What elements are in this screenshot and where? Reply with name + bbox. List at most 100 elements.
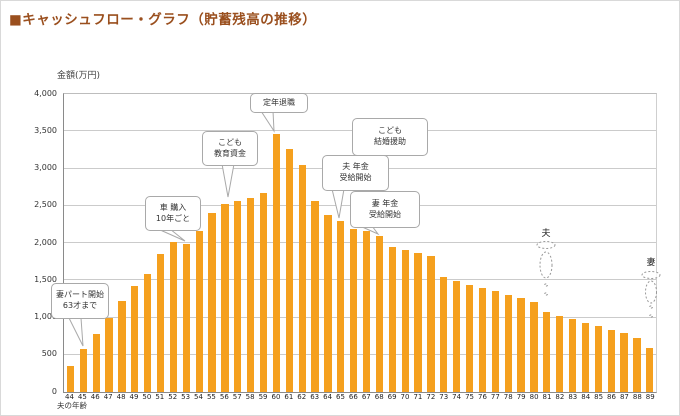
callout-text: 受給開始 <box>339 173 372 182</box>
x-tick-label: 63 <box>310 393 320 401</box>
x-tick-label: 66 <box>348 393 358 401</box>
y-axis-title: 金額(万円) <box>57 71 101 81</box>
x-tick-label: 61 <box>284 393 294 401</box>
bar-age-71 <box>414 253 422 392</box>
x-tick-label: 56 <box>219 393 229 401</box>
x-tick-label: 79 <box>516 393 526 401</box>
x-tick-label: 78 <box>503 393 513 401</box>
bar-age-52 <box>169 241 178 392</box>
y-tick-label: 4,000 <box>34 88 57 98</box>
bar-slot <box>476 94 489 392</box>
callout-car-purchase: 車 購入 10年ごと <box>145 196 201 231</box>
x-tick-label: 55 <box>206 393 216 401</box>
bar-slot <box>386 94 399 392</box>
callout-text: 妻 年金 <box>371 198 399 208</box>
bar-age-78 <box>504 295 512 392</box>
gridline <box>64 353 656 355</box>
x-tick-label: 58 <box>245 393 255 401</box>
callout-wife-part-start: 妻パート開始 63才まで <box>51 283 109 319</box>
bar-age-46 <box>92 333 100 392</box>
x-tick-label: 67 <box>361 393 371 401</box>
bar-slot <box>425 94 438 392</box>
bar-age-83 <box>568 319 577 392</box>
gridline <box>64 316 656 318</box>
bar-age-50 <box>144 273 152 392</box>
bar-slot <box>515 94 528 392</box>
x-tick-label: 81 <box>542 393 552 401</box>
bar-slot <box>167 94 180 392</box>
x-tick-label: 88 <box>632 393 642 401</box>
x-tick-label: 54 <box>194 393 203 401</box>
callout-text: 夫 年金 <box>342 162 369 172</box>
bar-age-51 <box>156 254 165 392</box>
bar-age-86 <box>607 330 615 392</box>
x-tick-label: 87 <box>619 393 629 401</box>
bar-slot <box>90 94 103 392</box>
bar-age-54 <box>195 231 203 392</box>
bar-slot <box>631 94 644 392</box>
bar-age-87 <box>620 333 628 392</box>
x-tick-label: 64 <box>323 393 333 401</box>
x-tick-label: 80 <box>529 393 539 401</box>
bar-age-62 <box>298 164 306 392</box>
x-tick-label: 84 <box>581 393 591 401</box>
y-tick-label: 1,000 <box>34 312 57 321</box>
bar-age-84 <box>581 322 590 392</box>
y-tick-label: 0 <box>51 386 57 396</box>
y-tick-label: 1,500 <box>34 274 57 284</box>
bar-age-53 <box>182 243 190 392</box>
gridline <box>64 242 656 243</box>
bar-slot <box>592 94 605 392</box>
bar-slot <box>64 94 77 392</box>
x-tick-label: 44 <box>64 393 74 401</box>
y-tick-label: 3,500 <box>34 125 57 135</box>
bar-slot <box>618 94 631 392</box>
x-tick-label: 83 <box>568 393 578 401</box>
bar-slot <box>450 94 463 392</box>
bar-slot <box>206 94 219 392</box>
x-tick-label: 45 <box>77 393 87 401</box>
callout-retirement: 定年退職 <box>250 93 308 113</box>
bar-slot <box>502 94 515 392</box>
bar-series <box>64 94 656 392</box>
y-tick-label: 500 <box>41 349 57 359</box>
bar-slot <box>528 94 541 392</box>
bar-slot <box>553 94 566 392</box>
bar-age-45 <box>79 348 87 392</box>
bar-age-65 <box>337 221 345 392</box>
callout-text: 車 購入 <box>159 202 187 212</box>
bar-age-56 <box>221 204 229 392</box>
bar-age-68 <box>375 236 384 392</box>
bar-slot <box>296 94 309 392</box>
bar-slot <box>643 94 656 392</box>
bar-age-79 <box>517 298 525 392</box>
callout-child-education: こども 教育資金 <box>202 131 258 166</box>
callout-text: 妻パート開始 <box>56 290 104 300</box>
bar-age-81 <box>543 312 551 392</box>
x-tick-label: 52 <box>168 393 178 401</box>
bar-slot <box>566 94 579 392</box>
x-tick-label: 72 <box>426 393 436 401</box>
x-tick-label: 77 <box>490 393 500 401</box>
callout-text: 結婚援助 <box>374 137 406 146</box>
bar-age-44 <box>66 365 75 392</box>
bar-age-75 <box>465 284 474 392</box>
callout-text: 10年ごと <box>155 213 191 223</box>
bar-age-61 <box>285 149 293 392</box>
bar-age-74 <box>453 281 461 392</box>
bar-slot <box>283 94 296 392</box>
x-tick-label: 71 <box>413 393 423 401</box>
bar-slot <box>605 94 618 392</box>
bar-slot <box>579 94 592 392</box>
bar-slot <box>270 94 283 392</box>
bar-age-57 <box>234 201 242 392</box>
bar-slot <box>77 94 90 392</box>
x-tick-label: 76 <box>477 393 487 401</box>
bar-slot <box>193 94 206 392</box>
marker-label-wife: 妻 <box>646 258 656 268</box>
x-tick-label: 89 <box>645 393 655 401</box>
bar-age-59 <box>259 193 268 392</box>
x-tick-label: 68 <box>374 393 384 401</box>
bar-age-48 <box>118 301 126 392</box>
bar-age-73 <box>440 277 448 392</box>
